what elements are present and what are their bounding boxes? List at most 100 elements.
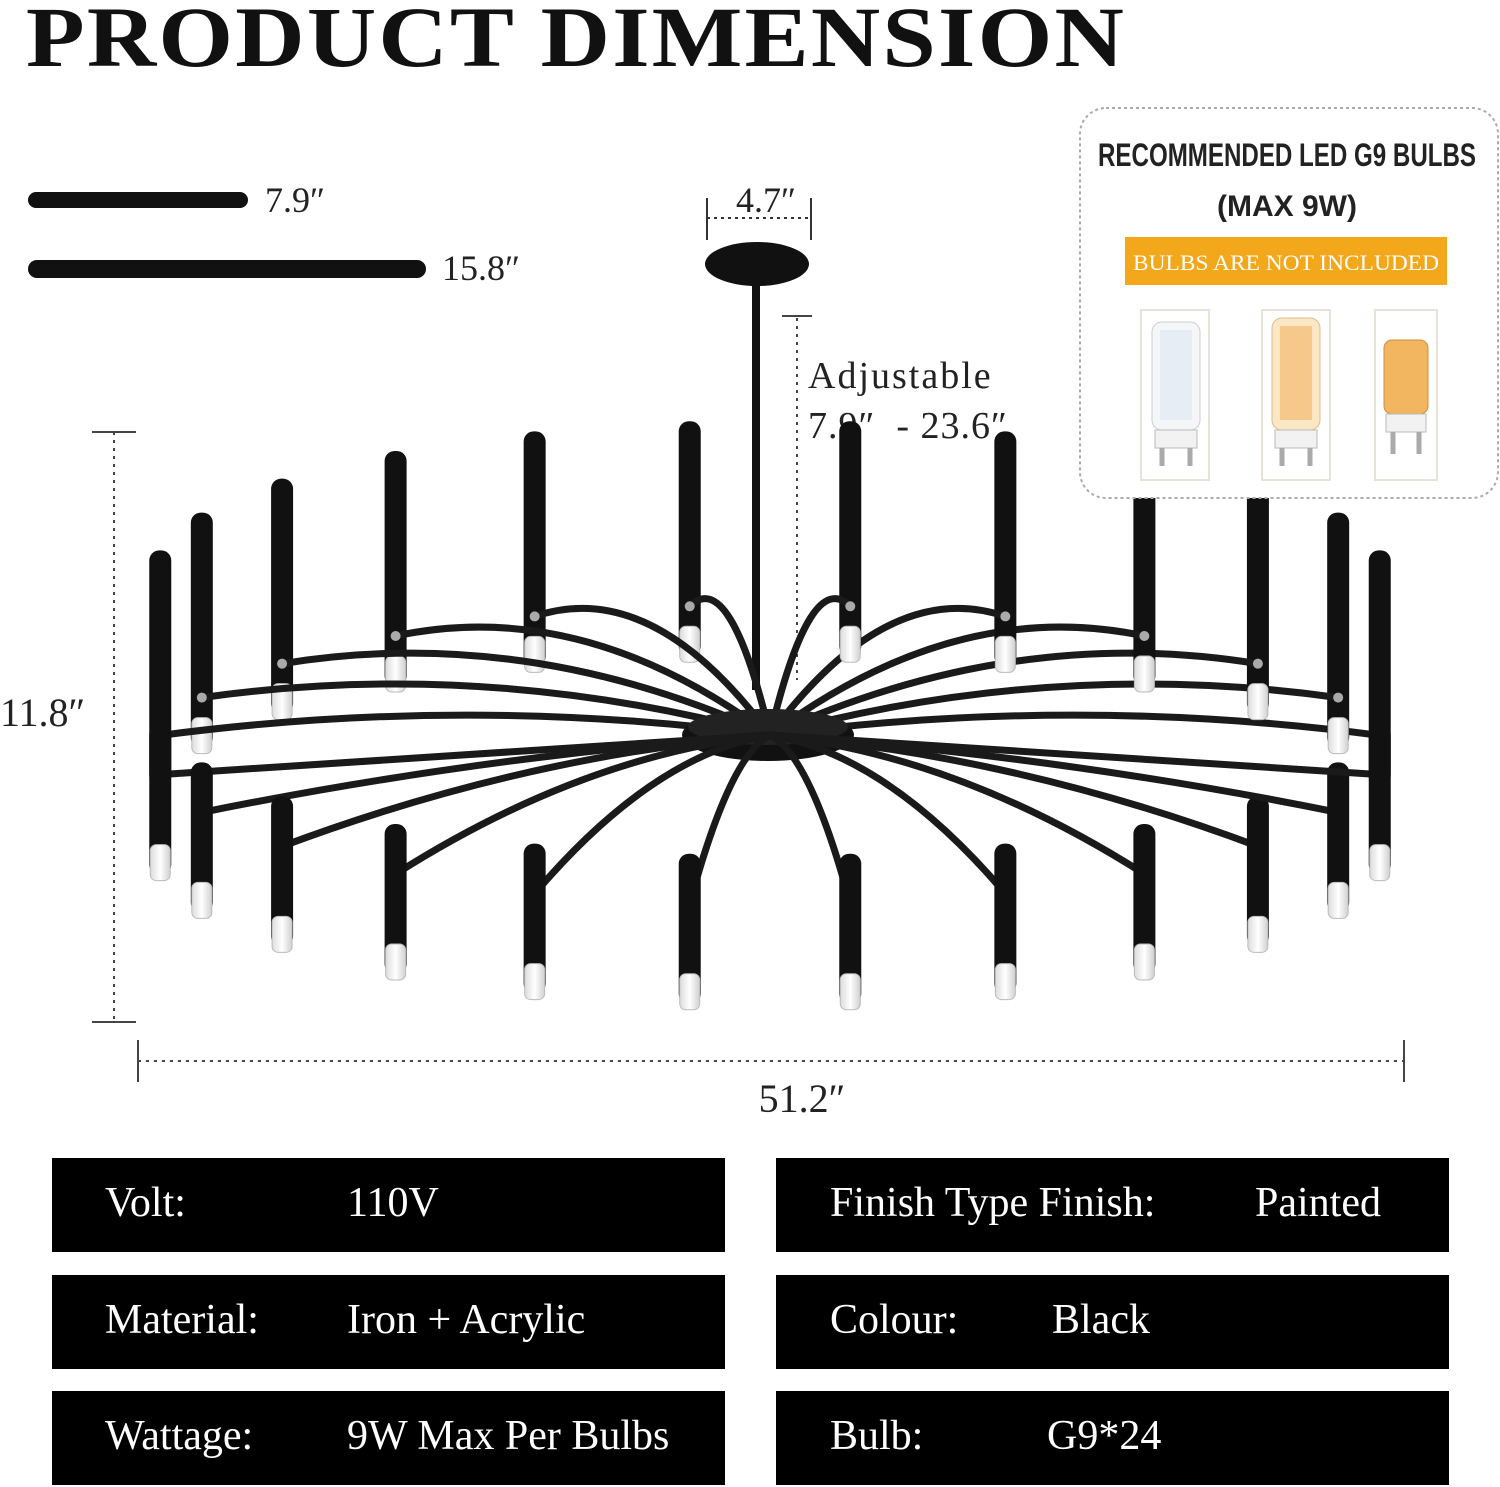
- acrylic-tip: [149, 844, 171, 882]
- joint: [684, 601, 695, 612]
- bulb-images: [1140, 309, 1438, 481]
- rod: [752, 270, 760, 690]
- tube: [271, 478, 294, 714]
- arm-long: [28, 260, 426, 278]
- tube: [839, 853, 862, 1004]
- acrylic-tip: [191, 717, 213, 755]
- joint: [277, 658, 288, 669]
- tube: [1368, 724, 1391, 875]
- bulb-cob: [1374, 309, 1438, 481]
- arm: [686, 595, 774, 739]
- tube: [1133, 824, 1156, 975]
- joint: [1333, 692, 1344, 703]
- spec-value: 9W Max Per Bulbs: [347, 1413, 669, 1459]
- notice-text: BULBS ARE NOT INCLUDED: [1133, 250, 1439, 275]
- bulb-cool: [1140, 309, 1210, 481]
- acrylic-tip: [1133, 655, 1155, 693]
- bulb-box-title: RECOMMENDED LED G9 BULBS: [1098, 137, 1476, 173]
- height-dimension: [92, 431, 136, 1023]
- spec-row: [52, 1158, 725, 1252]
- tube: [1246, 796, 1269, 947]
- acrylic-tip: [1369, 844, 1391, 882]
- canopy-label: 4.7″: [736, 180, 796, 220]
- acrylic-tip: [994, 963, 1016, 1001]
- tube: [839, 421, 862, 657]
- acrylic-tip: [191, 881, 213, 919]
- arm: [392, 623, 774, 739]
- tube: [384, 450, 407, 686]
- acrylic-tip: [1247, 915, 1269, 953]
- tube: [1246, 478, 1269, 714]
- spec-value: 110V: [347, 1180, 439, 1226]
- arm: [766, 595, 854, 739]
- page-title: PRODUCT DIMENSION: [26, 0, 1126, 85]
- tube: [1133, 450, 1156, 686]
- acrylic-tip: [679, 973, 701, 1011]
- arm-length-label: 15.8″: [442, 248, 520, 288]
- joint: [390, 630, 401, 641]
- acrylic-tip: [1133, 943, 1155, 981]
- acrylic-tip: [385, 943, 407, 981]
- height-label: 11.8″: [0, 690, 85, 735]
- tube: [1327, 762, 1350, 913]
- spec-row: [776, 1158, 1449, 1252]
- spec-row: [52, 1391, 725, 1485]
- acrylic-tip: [1327, 717, 1349, 755]
- spec-row: [52, 1275, 725, 1369]
- bulb-box-subtitle: (MAX 9W): [1217, 190, 1357, 223]
- joint: [845, 601, 856, 612]
- spec-label: Volt:: [105, 1180, 186, 1226]
- arm-length-label: 7.9″: [265, 180, 325, 220]
- arm: [766, 731, 1384, 779]
- acrylic-tip: [994, 635, 1016, 673]
- tube: [994, 843, 1017, 994]
- tube: [190, 512, 213, 748]
- joint: [196, 692, 207, 703]
- spec-label: Finish Type Finish:: [830, 1180, 1155, 1226]
- acrylic-tip: [839, 973, 861, 1011]
- arm: [531, 731, 774, 898]
- tube: [190, 762, 213, 913]
- width-dimension: [137, 1040, 1405, 1082]
- spec-label: Colour:: [830, 1297, 958, 1343]
- spec-value: G9*24: [1047, 1413, 1161, 1459]
- tube: [523, 431, 546, 667]
- arm: [392, 731, 774, 878]
- acrylic-tip: [271, 915, 293, 953]
- spec-label: Material:: [105, 1297, 259, 1343]
- tube: [271, 796, 294, 947]
- tube: [994, 431, 1017, 667]
- arm-short: [28, 192, 248, 208]
- acrylic-tip: [1327, 881, 1349, 919]
- tube: [149, 724, 172, 875]
- arm: [766, 711, 1384, 739]
- tube: [678, 853, 701, 1004]
- canopy-dimension: [706, 198, 812, 240]
- spec-value: Black: [1052, 1297, 1150, 1343]
- acrylic-tip: [839, 625, 861, 663]
- tube: [384, 824, 407, 975]
- rod-dimension: [782, 315, 812, 680]
- tube: [1327, 512, 1350, 748]
- canopy: [705, 242, 809, 286]
- spec-label: Wattage:: [105, 1413, 253, 1459]
- spec-table: Volt: 110V Material: Iron + Acrylic Wattage:…: [52, 1158, 1449, 1485]
- arm: [531, 604, 774, 739]
- spec-row: [776, 1391, 1449, 1485]
- acrylic-tip: [1247, 683, 1269, 721]
- arm: [766, 623, 1148, 739]
- adjustable-label: Adjustable: [808, 355, 993, 397]
- spec-value: Painted: [1255, 1180, 1381, 1226]
- spec-row: [776, 1275, 1449, 1369]
- joint: [1000, 611, 1011, 622]
- notice-banner: [1125, 237, 1447, 285]
- arm: [198, 680, 774, 739]
- joint: [529, 611, 540, 622]
- tube: [523, 843, 546, 994]
- width-label: 51.2″: [759, 1076, 846, 1121]
- tube: [678, 421, 701, 657]
- adjustable-range: 7.9″ - 23.6″: [808, 405, 1008, 447]
- spec-label: Bulb:: [830, 1413, 923, 1459]
